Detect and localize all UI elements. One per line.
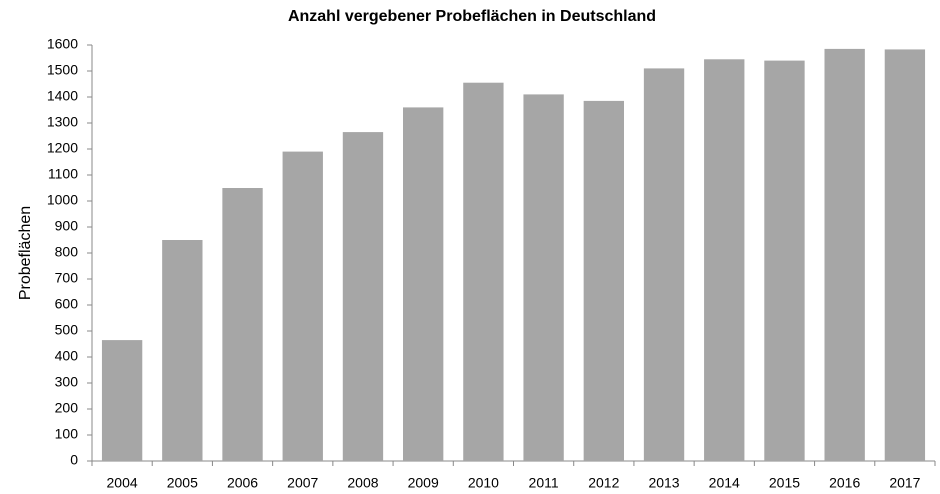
y-tick-label: 1200 [47,140,78,156]
bar [403,107,444,462]
bar [583,100,624,462]
y-tick-label: 300 [55,374,79,390]
y-tick-label: 0 [70,452,78,468]
x-tick-label: 2006 [227,475,258,491]
y-axis-label: Probeflächen [17,206,34,300]
x-tick-label: 2008 [347,475,378,491]
x-tick-label: 2015 [769,475,800,491]
bar [162,240,203,461]
y-tick-label: 1500 [47,62,78,78]
x-tick-label: 2016 [829,475,860,491]
bar [101,340,143,461]
y-tick-label: 500 [55,322,79,338]
y-tick-label: 600 [55,296,79,312]
x-tick-label: 2010 [468,475,499,491]
y-tick-label: 1000 [47,192,78,208]
y-tick-label: 700 [55,270,79,286]
x-tick-label: 2004 [107,475,138,491]
bar [764,60,805,461]
y-tick-label: 900 [55,218,79,234]
y-tick-label: 200 [55,400,79,416]
bar [824,48,865,462]
x-tick-label: 2017 [889,475,920,491]
y-tick-label: 1400 [47,88,78,104]
x-tick-label: 2013 [648,475,679,491]
bar [342,132,384,461]
chart-title: Anzahl vergebener Probeflächen in Deutsc… [288,8,656,25]
y-tick-label: 1100 [48,166,78,182]
x-tick-label: 2005 [167,475,198,491]
y-tick-label: 400 [55,348,79,364]
bar [884,49,926,462]
y-tick-label: 100 [55,426,79,442]
bar [222,188,263,461]
bar [282,151,323,461]
bar [523,94,564,462]
x-tick-label: 2009 [408,475,439,491]
x-tick-label: 2007 [287,475,318,491]
bar [643,68,685,462]
bar [463,82,504,461]
x-tick-label: 2011 [529,475,559,491]
y-tick-label: 1300 [47,114,78,130]
x-tick-label: 2012 [588,475,619,491]
x-tick-label: 2014 [709,475,740,491]
y-tick-label: 1600 [47,36,78,52]
bar [704,59,745,462]
y-tick-label: 800 [55,244,79,260]
